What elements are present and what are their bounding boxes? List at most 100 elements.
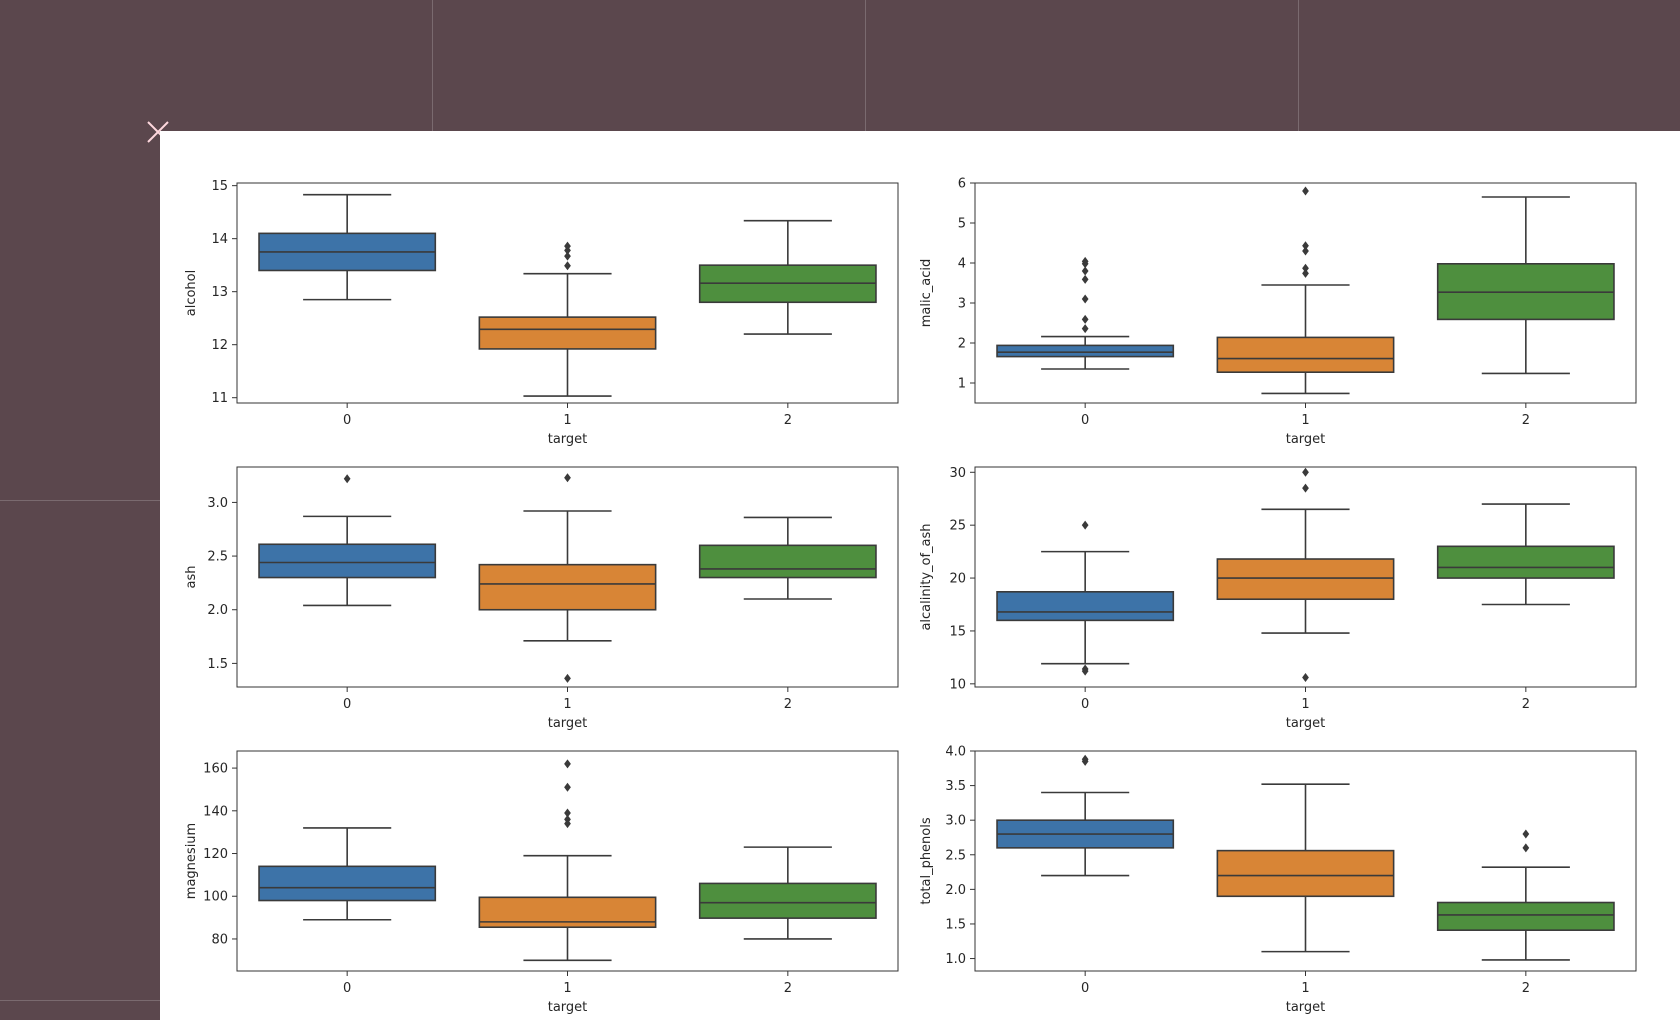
y-tick-label: 3 xyxy=(958,297,966,312)
y-tick-label: 3.5 xyxy=(945,779,966,794)
outlier-point xyxy=(1522,829,1530,839)
y-tick-label: 120 xyxy=(203,847,228,862)
y-tick-label: 15 xyxy=(949,624,966,639)
box-class-0 xyxy=(996,520,1175,676)
y-axis-label: alcalinity_of_ash xyxy=(919,523,934,630)
desktop-grid-line xyxy=(865,0,866,131)
y-tick-label: 4 xyxy=(958,257,966,272)
outlier-point xyxy=(1081,666,1089,676)
y-tick-label: 2.5 xyxy=(207,550,228,565)
box-class-2 xyxy=(1436,829,1615,961)
y-axis-label: total_phenols xyxy=(919,817,934,905)
iqr-box xyxy=(1216,849,1395,898)
outlier-point xyxy=(1302,246,1309,256)
subplot-ash: 1.5 2.0 2.5 3.0 0 1 2 target ash xyxy=(184,466,899,731)
x-tick-label: 2 xyxy=(784,981,792,996)
y-tick-label: 1 xyxy=(958,377,966,392)
box-class-2 xyxy=(698,846,877,940)
y-tick-label: 1.0 xyxy=(945,952,966,967)
y-tick-label: 15 xyxy=(211,179,228,194)
outlier-point xyxy=(1302,241,1309,251)
iqr-box xyxy=(478,896,657,929)
y-tick-label: 14 xyxy=(211,232,228,247)
outlier-point xyxy=(1522,843,1530,853)
outlier-point xyxy=(1081,754,1089,764)
iqr-box xyxy=(1216,558,1395,601)
outlier-point xyxy=(1302,467,1309,477)
y-tick-label: 80 xyxy=(211,932,228,947)
subplot-alcalinity_of_ash: 10 15 20 25 30 0 1 2 target alcalinity_of_ash xyxy=(919,466,1637,731)
outlier-point xyxy=(564,673,571,683)
box-class-2 xyxy=(698,219,877,335)
y-tick-label: 20 xyxy=(949,572,966,587)
desktop-grid-line xyxy=(0,500,160,501)
outlier-point xyxy=(564,473,571,483)
box-class-0 xyxy=(996,256,1175,370)
y-tick-label: 2 xyxy=(958,337,966,352)
box-class-0 xyxy=(258,474,437,607)
outlier-point xyxy=(1302,186,1309,196)
y-tick-label: 100 xyxy=(203,890,228,905)
x-tick-label: 1 xyxy=(1301,981,1309,996)
y-tick-label: 3.0 xyxy=(945,814,966,829)
iqr-box xyxy=(996,344,1175,358)
x-axis-label: target xyxy=(1286,432,1326,447)
figure-panel: 11 12 13 14 15 0 1 2 target alcohol 1 2 3 4 5 6 0 1 2 targe… xyxy=(160,131,1680,1020)
y-tick-label: 11 xyxy=(211,391,228,406)
x-tick-label: 2 xyxy=(784,697,792,712)
y-tick-label: 13 xyxy=(211,285,228,300)
box-class-2 xyxy=(1436,503,1615,606)
y-tick-label: 2.5 xyxy=(945,848,966,863)
subplot-malic_acid: 1 2 3 4 5 6 0 1 2 target malic_acid xyxy=(919,177,1637,447)
iqr-box xyxy=(698,544,877,579)
box-class-1 xyxy=(478,473,657,683)
x-tick-label: 1 xyxy=(1301,413,1309,428)
box-class-1 xyxy=(1216,467,1395,682)
y-tick-label: 30 xyxy=(949,466,966,481)
y-tick-label: 4.0 xyxy=(945,745,966,760)
x-tick-label: 0 xyxy=(1081,981,1089,996)
outlier-point xyxy=(1081,266,1089,276)
box-class-1 xyxy=(1216,783,1395,953)
outlier-point xyxy=(564,814,571,824)
outlier-point xyxy=(1081,324,1089,334)
box-class-0 xyxy=(996,754,1175,877)
subplot-magnesium: 80 100 120 140 160 0 1 2 target magnesium xyxy=(184,750,899,1015)
y-axis-label: alcohol xyxy=(184,270,199,316)
outlier-point xyxy=(564,261,571,271)
outlier-point xyxy=(1302,263,1309,273)
x-tick-label: 1 xyxy=(1301,697,1309,712)
x-tick-label: 0 xyxy=(1081,413,1089,428)
x-tick-label: 0 xyxy=(1081,697,1089,712)
x-axis-label: target xyxy=(1286,716,1326,731)
y-tick-label: 25 xyxy=(949,519,966,534)
x-tick-label: 0 xyxy=(343,697,351,712)
x-tick-label: 2 xyxy=(784,413,792,428)
iqr-box xyxy=(478,563,657,611)
y-tick-label: 3.0 xyxy=(207,496,228,511)
outlier-point xyxy=(1081,256,1089,266)
y-tick-label: 2.0 xyxy=(207,603,228,618)
y-tick-label: 2.0 xyxy=(945,883,966,898)
y-axis-label: ash xyxy=(184,566,199,589)
outlier-point xyxy=(564,241,571,251)
outlier-point xyxy=(564,808,571,818)
box-class-1 xyxy=(1216,186,1395,395)
x-axis-label: target xyxy=(548,716,588,731)
x-tick-label: 2 xyxy=(1522,981,1530,996)
iqr-box xyxy=(698,882,877,919)
outlier-point xyxy=(1081,294,1089,304)
outlier-point xyxy=(564,251,571,261)
box-class-2 xyxy=(698,516,877,600)
outlier-point xyxy=(1302,483,1309,493)
x-tick-label: 1 xyxy=(563,413,571,428)
desktop-grid-line xyxy=(1298,0,1299,131)
y-tick-label: 5 xyxy=(958,217,966,232)
x-tick-label: 2 xyxy=(1522,413,1530,428)
iqr-box xyxy=(1436,901,1615,931)
x-tick-label: 1 xyxy=(563,697,571,712)
x-tick-label: 1 xyxy=(563,981,571,996)
outlier-point xyxy=(1302,672,1309,682)
